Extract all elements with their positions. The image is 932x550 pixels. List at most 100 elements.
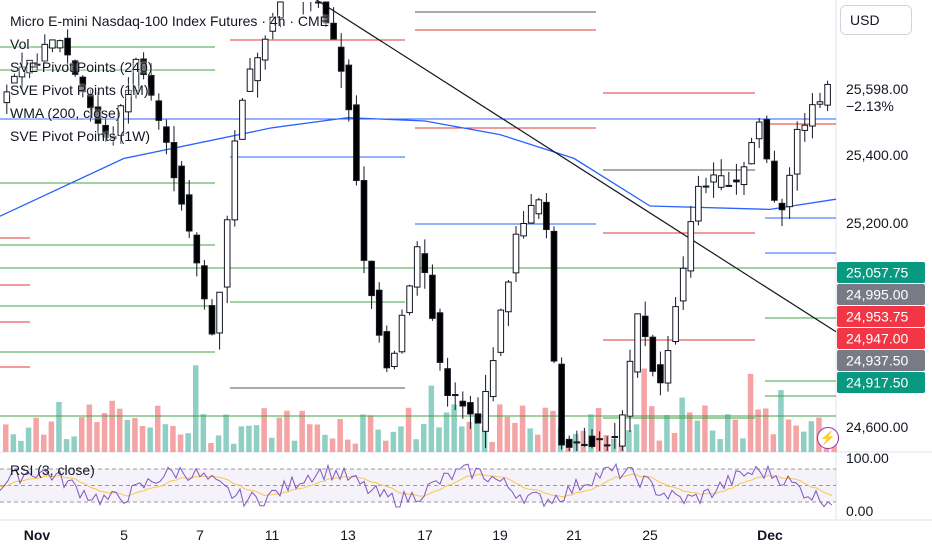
- candle-body: [809, 104, 816, 127]
- rsi-label[interactable]: RSI (3, close): [10, 462, 95, 478]
- volume-bar: [375, 429, 381, 452]
- candle-body: [573, 441, 581, 444]
- time-tick-label: 17: [417, 527, 433, 543]
- legend: Micro E-mini Nasdaq-100 Index Futures · …: [10, 10, 329, 148]
- candle-body: [793, 128, 801, 175]
- volume-bar: [109, 400, 115, 452]
- volume-bar: [3, 424, 9, 452]
- currency-button[interactable]: USD: [840, 5, 912, 35]
- volume-bar: [132, 417, 138, 452]
- time-tick-label: 21: [566, 527, 582, 543]
- candle-body: [132, 58, 140, 92]
- candle-body: [459, 400, 467, 407]
- candle-body: [626, 360, 634, 417]
- candle-body: [588, 435, 596, 447]
- volume-bar: [664, 415, 670, 452]
- candle-body: [337, 46, 345, 72]
- volume-bar: [626, 430, 632, 452]
- volume-bar: [519, 405, 526, 452]
- legend-indicator[interactable]: SVE Pivot Points (1M): [10, 82, 149, 98]
- candle-body: [353, 104, 360, 181]
- volume-bar: [79, 417, 85, 452]
- volume-bar: [405, 407, 412, 452]
- legend-indicator[interactable]: SVE Pivot Points (240): [10, 59, 153, 75]
- candle-body: [771, 160, 778, 201]
- volume-bar: [413, 439, 419, 452]
- candle-body: [816, 101, 824, 105]
- volume-bar: [117, 408, 123, 452]
- volume-bar: [101, 413, 108, 452]
- candle-body: [672, 306, 679, 343]
- candle-body: [535, 199, 543, 215]
- candle-body: [170, 142, 178, 179]
- volume-bar: [489, 441, 495, 452]
- rsi-line: [0, 462, 833, 508]
- wma-series: [0, 116, 837, 217]
- candle-body: [603, 444, 611, 447]
- candle-body: [786, 174, 793, 208]
- candle-body: [368, 260, 375, 297]
- candle-body: [801, 124, 809, 131]
- candle-body: [596, 438, 603, 441]
- candle-body: [733, 179, 740, 183]
- volume-bar: [694, 420, 701, 452]
- candle-body: [581, 443, 588, 446]
- candle-body: [102, 124, 109, 138]
- candle-body: [383, 331, 391, 369]
- candle-body: [657, 364, 664, 384]
- volume-bar: [238, 426, 245, 452]
- candle-body: [512, 233, 520, 274]
- candle-body: [413, 246, 421, 288]
- volume-bar: [671, 432, 678, 452]
- time-tick-label: 25: [642, 527, 658, 543]
- candle-body: [527, 204, 535, 224]
- price-marker-box: [837, 262, 925, 283]
- volume-bar: [542, 407, 549, 452]
- candle-body: [740, 166, 748, 186]
- candle-body: [246, 68, 254, 92]
- candle-body: [398, 314, 406, 353]
- candle-body: [315, 1, 322, 4]
- volume-bar: [223, 414, 229, 452]
- candle-body: [725, 184, 733, 187]
- candle-body: [695, 185, 702, 222]
- lightning-icon[interactable]: ⚡: [817, 427, 839, 449]
- candle-body: [216, 291, 223, 334]
- price-tick-label: 24,600.00: [846, 419, 908, 435]
- candle-body: [140, 58, 147, 76]
- volume-bar: [139, 425, 146, 452]
- wma-line: [0, 116, 837, 217]
- candlesticks: [3, 1, 831, 451]
- candle-body: [664, 350, 672, 384]
- legend-indicator[interactable]: Vol: [10, 36, 30, 52]
- price-marker-label: 24,917.50: [846, 375, 908, 391]
- candle-body: [193, 234, 201, 264]
- candle-body: [33, 63, 41, 66]
- volume-bar: [170, 425, 176, 452]
- volume-bar: [595, 407, 602, 452]
- volume-bar: [124, 419, 131, 452]
- rsi-tick-label: 100.00: [846, 450, 889, 466]
- legend-indicator[interactable]: WMA (200, close): [10, 105, 121, 121]
- volume-bar: [641, 368, 647, 452]
- volume-bar: [276, 417, 283, 452]
- volume-bar: [763, 408, 769, 452]
- legend-indicator[interactable]: SVE Pivot Points (1W): [10, 128, 151, 144]
- price-marker-label: 24,995.00: [846, 287, 908, 303]
- price-marker-box: [837, 350, 925, 371]
- price-marker-box: [837, 306, 925, 327]
- candle-body: [391, 352, 398, 368]
- rsi-pane: [0, 462, 836, 508]
- time-tick-label: 7: [196, 527, 204, 543]
- candle-body: [429, 274, 436, 319]
- price-axis: 25,400.00 25,200.00 24,600.00 25,598.00−2.1…: [837, 81, 925, 519]
- candle-body: [163, 126, 170, 143]
- price-marker-label: 24,953.75: [846, 309, 908, 325]
- candle-body: [565, 438, 573, 448]
- candle-body: [360, 180, 368, 261]
- candle-body: [117, 105, 125, 136]
- candle-body: [125, 89, 132, 113]
- volume-bar: [466, 421, 473, 452]
- volume-bar: [177, 434, 184, 452]
